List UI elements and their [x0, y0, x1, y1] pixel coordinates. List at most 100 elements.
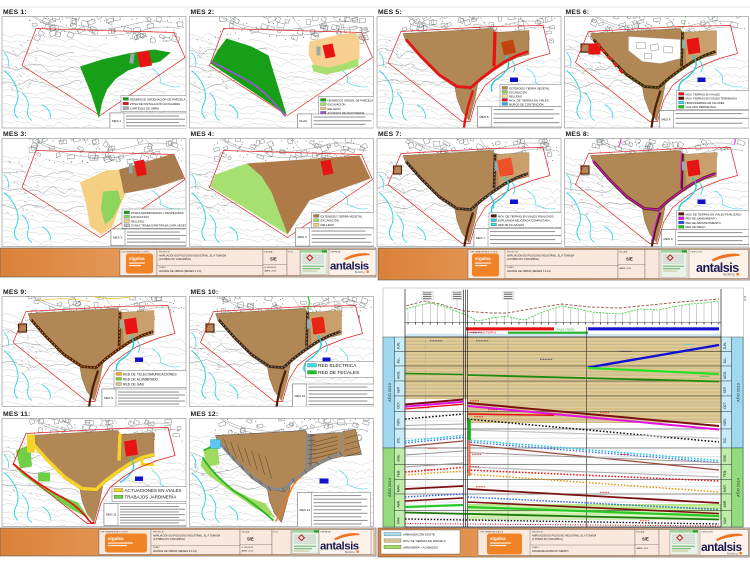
svg-text:(A POBRA DO CARAMIÑAL): (A POBRA DO CARAMIÑAL) [532, 538, 563, 541]
svg-text:AVANCE DE OBRAS (MESES 1 A 6): AVANCE DE OBRAS (MESES 1 A 6) [159, 269, 202, 273]
svg-text:EXCAVACIÓN: EXCAVACIÓN [131, 214, 149, 219]
svg-text:MES 8:: MES 8: [566, 131, 590, 138]
svg-text:EMPRESA: EMPRESA [321, 531, 331, 534]
svg-text:RED DE SANEAMIENTO: RED DE SANEAMIENTO [686, 217, 717, 221]
svg-text:ACTUACIONES EN VIALES: ACTUACIONES EN VIALES [125, 488, 182, 493]
svg-text:MES 5:: MES 5: [378, 9, 402, 16]
svg-text:ABRIL 2013: ABRIL 2013 [637, 547, 649, 550]
svg-text:RED ELÉCTRICA: RED ELÉCTRICA [318, 362, 357, 369]
svg-text:RELLENO: RELLENO [321, 223, 335, 227]
svg-text:S/E: S/E [270, 257, 277, 262]
svg-text:CARTELES DE OBRA: CARTELES DE OBRA [130, 107, 159, 111]
svg-text:Building: Building [355, 270, 366, 274]
svg-text:S/E: S/E [642, 537, 649, 542]
svg-text:NOV.: NOV. [397, 418, 401, 426]
svg-text:DIC.: DIC. [723, 437, 727, 443]
svg-text:MOV. DE TIERRAS EN VIALES FINA: MOV. DE TIERRAS EN VIALES FINALIZADO [686, 212, 742, 216]
svg-text:DIAGRAMA ESPACIO-TIEMPO: DIAGRAMA ESPACIO-TIEMPO [532, 549, 569, 553]
svg-text:MAR.: MAR. [723, 484, 727, 492]
svg-text:MES 7:: MES 7: [378, 131, 402, 138]
svg-text:AVANCE DE OBRAS (MESES 9 A 12): AVANCE DE OBRAS (MESES 9 A 12) [153, 549, 197, 553]
svg-text:S/E: S/E [247, 537, 254, 542]
svg-text:MES 6:: MES 6: [566, 9, 590, 16]
svg-text:EXCAVACIÓN: EXCAVACIÓN [321, 218, 340, 223]
svg-text:MES 1:: MES 1: [3, 9, 27, 16]
svg-text:JUN.: JUN. [723, 342, 727, 349]
svg-text:(A POBRA DO CARAMIÑAL): (A POBRA DO CARAMIÑAL) [507, 258, 539, 261]
svg-text:MES 2:: MES 2: [191, 9, 215, 16]
svg-text:EXTENDIDO TIERRA VEGETAL: EXTENDIDO TIERRA VEGETAL [321, 214, 363, 218]
svg-text:antalsis: antalsis [701, 540, 743, 554]
svg-text:MES 10:: MES 10: [191, 289, 219, 296]
svg-text:RELLENO: RELLENO [131, 219, 144, 223]
svg-text:F.O.R.: F.O.R. [288, 252, 294, 254]
svg-text:MES 6: MES 6 [662, 118, 671, 122]
svg-text:MOV. TIERRAS EN VIALES: MOV. TIERRAS EN VIALES [686, 92, 721, 96]
svg-text:MES 1: MES 1 [112, 119, 121, 123]
svg-text:MOV. DE TIERRAS EN PARCELA: MOV. DE TIERRAS EN PARCELA [403, 539, 446, 543]
svg-text:S/E: S/E [626, 257, 633, 262]
svg-text:MES 4:: MES 4: [191, 131, 215, 138]
svg-text:MAY.: MAY. [723, 516, 727, 524]
svg-text:sigalsa: sigalsa [475, 256, 491, 261]
svg-text:ZONA DE INSTALACIÓN AUXILIARES: ZONA DE INSTALACIÓN AUXILIARES [130, 101, 180, 106]
svg-text:antalsis: antalsis [320, 541, 359, 553]
svg-text:VIALES Y REDES: VIALES Y REDES [556, 328, 575, 331]
svg-text:VALLADO PERIMETRAL: VALLADO PERIMETRAL [686, 105, 717, 109]
svg-text:DIRECCIÓN: DIRECCIÓN [702, 531, 714, 534]
svg-text:PLANO: PLANO [507, 266, 514, 269]
svg-text:MES 7: MES 7 [476, 236, 485, 240]
svg-text:AMPLIACIÓN DO POLÍGONO INDUSTR: AMPLIACIÓN DO POLÍGONO INDUSTRIAL, EL A … [507, 255, 575, 258]
svg-text:AMPLIACIÓN DO POLÍGONO INDUSTR: AMPLIACIÓN DO POLÍGONO INDUSTRIAL, EL A … [532, 535, 597, 538]
svg-text:OCT.: OCT. [397, 402, 401, 409]
svg-text:EXTENDIDO TIERRA VEGETAL: EXTENDIDO TIERRA VEGETAL [509, 86, 550, 90]
svg-text:(A POBRA DO CARAMIÑAL): (A POBRA DO CARAMIÑAL) [153, 538, 185, 541]
svg-text:AGO.: AGO. [397, 371, 401, 379]
svg-text:PLZA: PLZA [300, 119, 308, 123]
svg-text:RED DE RIEGO: RED DE RIEGO [686, 225, 706, 229]
svg-text:MES 9: MES 9 [104, 396, 113, 400]
svg-text:DESBROCE ORDEN. DE PARCELA: DESBROCE ORDEN. DE PARCELA [328, 98, 374, 102]
svg-text:PLANO: PLANO [159, 266, 166, 269]
svg-text:ABR.: ABR. [723, 500, 727, 508]
svg-text:Building: Building [723, 273, 734, 277]
svg-text:MES 5: MES 5 [480, 115, 489, 119]
svg-text:AÑO 2013: AÑO 2013 [736, 382, 741, 401]
svg-text:MES 12:: MES 12: [191, 411, 219, 418]
svg-text:PROYECTO: PROYECTO [159, 252, 171, 254]
svg-text:ESCALA: ESCALA [620, 251, 629, 254]
svg-text:ZONAS TRABAJO/RETIRADA CAPA VE: ZONAS TRABAJO/RETIRADA CAPA VEGETAL [131, 224, 190, 228]
svg-text:UTE OBRA NUEVA S.COOP.G.: UTE OBRA NUEVA S.COOP.G. [470, 251, 498, 254]
svg-text:EXPLANADA MEJORADA COMPACTADA: EXPLANADA MEJORADA COMPACTADA [498, 219, 550, 223]
svg-text:UTE OBRA NUEVA S.COOP.G.: UTE OBRA NUEVA S.COOP.G. [122, 251, 150, 254]
svg-text:ABRIL 2013: ABRIL 2013 [620, 267, 632, 270]
svg-text:MAR.: MAR. [397, 484, 401, 492]
svg-text:MES 3: MES 3 [113, 236, 122, 240]
svg-text:MES 11:: MES 11: [3, 411, 30, 418]
svg-text:antalsis: antalsis [330, 261, 369, 273]
svg-text:AÑO 2014: AÑO 2014 [736, 477, 741, 496]
svg-text:JARDINERÍA + ACABADOS: JARDINERÍA + ACABADOS [403, 545, 438, 549]
svg-text:EXCAVACIÓN: EXCAVACIÓN [328, 102, 346, 107]
svg-text:MES 4: MES 4 [298, 235, 307, 239]
svg-text:RED DE TELECOMUNICACIONES: RED DE TELECOMUNICACIONES [123, 372, 177, 376]
svg-text:TRABAJOS JARDINERÍA: TRABAJOS JARDINERÍA [125, 494, 177, 500]
svg-text:RED DE PLUVIALES: RED DE PLUVIALES [498, 223, 524, 227]
svg-text:Nº REVISIÓN: Nº REVISIÓN [265, 266, 277, 269]
svg-text:SEP.: SEP. [397, 386, 401, 393]
svg-text:PROYECTO: PROYECTO [532, 532, 544, 534]
svg-text:AMPLIACIÓN DO POLÍGONO INDUSTR: AMPLIACIÓN DO POLÍGONO INDUSTRIAL, EL A … [159, 255, 227, 258]
svg-text:AMPLIACIÓN DO POLÍGONO INDUSTR: AMPLIACIÓN DO POLÍGONO INDUSTRIAL, EL A … [153, 535, 221, 538]
svg-text:Building: Building [727, 552, 738, 556]
svg-text:PROYECTO: PROYECTO [507, 252, 519, 254]
svg-text:MES 11: MES 11 [106, 513, 117, 517]
svg-text:FEB.: FEB. [723, 470, 727, 477]
svg-text:ESCALA: ESCALA [265, 251, 274, 254]
svg-text:NOV.: NOV. [723, 418, 727, 426]
svg-text:AÑO 2013: AÑO 2013 [387, 382, 392, 401]
svg-text:MAY.: MAY. [397, 516, 401, 524]
svg-text:PROYECTO: PROYECTO [153, 532, 165, 534]
svg-text:DIC.: DIC. [397, 437, 401, 443]
svg-text:ESCALA: ESCALA [637, 531, 646, 534]
svg-text:MOV. DE TIERRAS EN VIALES FINA: MOV. DE TIERRAS EN VIALES FINALIZADO [498, 214, 554, 218]
